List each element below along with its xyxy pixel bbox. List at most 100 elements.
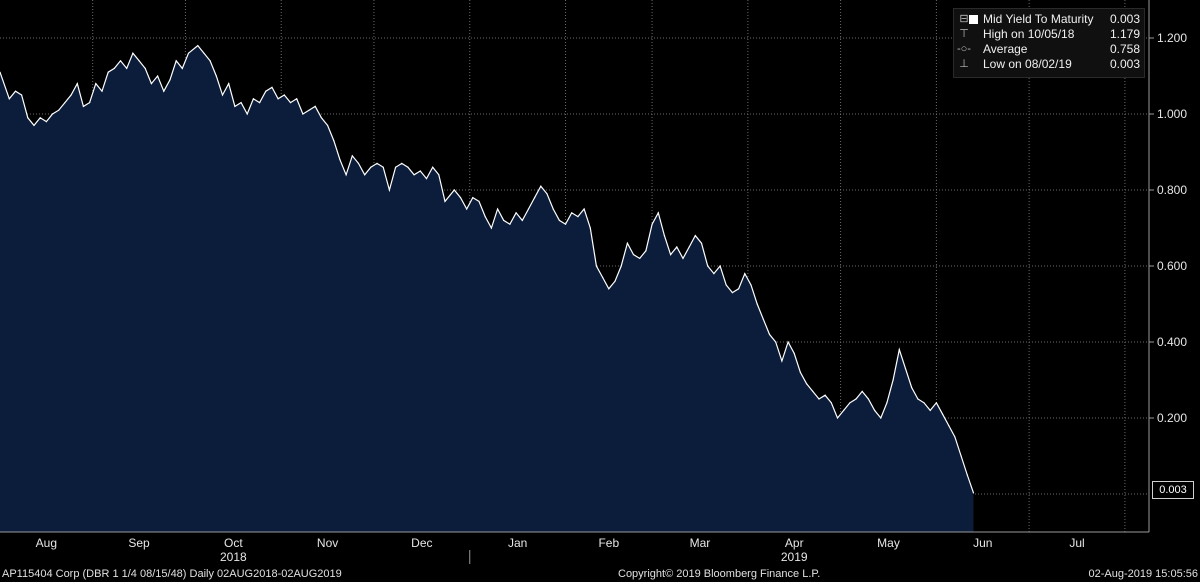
data-point [707,265,709,267]
data-point [694,235,696,237]
data-point [676,246,678,248]
data-point [364,174,366,176]
data-point [132,52,134,54]
x-tick-label: Dec [411,536,432,550]
legend-series[interactable]: ⊟ Mid Yield To Maturity 0.003 [954,12,1144,27]
data-point [302,113,304,115]
x-tick-label: Mar [690,536,711,550]
data-point [762,318,764,320]
legend-high-label: High on 10/05/18 [983,27,1075,41]
data-point [787,341,789,343]
data-point [466,208,468,210]
x-tick-label: Jul [1069,536,1084,550]
data-point [0,71,1,73]
data-point [394,166,397,168]
data-point [960,455,962,457]
legend-average-value: 0.758 [1109,42,1140,56]
low-marker-icon: ⊥ [959,58,969,70]
data-point [351,155,353,157]
data-point [326,124,329,126]
data-point [95,83,97,85]
data-point [388,189,390,191]
data-point [540,185,542,187]
series-swatch [969,15,978,24]
data-point [157,75,159,77]
data-point [917,398,919,400]
data-point [144,67,146,69]
data-point [750,284,752,286]
x-axis-ticks: Aug Sep Oct Nov Dec Jan Feb Mar Apr May Jun Jul 2018… [36,536,1085,564]
x-tick-label: Oct [224,536,243,550]
data-point [639,257,641,259]
data-point [33,124,35,126]
data-point [283,94,285,96]
year-label: 2018 [220,550,247,564]
data-point [873,409,876,411]
data-point [923,402,925,404]
data-point [503,219,505,221]
data-point [203,52,205,54]
data-point [546,193,548,195]
year-label: 2019 [781,550,808,564]
y-tick-label: 0.600 [1157,259,1187,273]
legend-series-value: 0.003 [1109,12,1140,26]
data-point [768,333,771,335]
high-marker-icon: ⊤ [959,28,969,40]
series-area [0,45,974,532]
data-point [432,166,434,168]
data-point [221,94,224,96]
data-point [258,102,261,104]
data-point [880,417,882,419]
x-tick-label: Sep [128,536,150,550]
collapse-icon[interactable]: ⊟ [959,13,969,25]
data-point [626,242,628,244]
data-point [39,117,41,119]
data-point [954,436,956,438]
data-point [509,223,511,225]
data-point [602,276,604,278]
data-point [571,212,573,214]
footer-copyright: Copyright© 2019 Bloomberg Finance L.P. [618,568,821,580]
data-point [484,216,486,218]
data-point [240,102,242,104]
y-tick-label: 1.000 [1157,107,1187,121]
data-point [812,390,814,392]
data-point [719,265,721,267]
data-point [209,60,211,62]
data-point [515,212,517,214]
data-point [453,189,455,191]
data-point [169,79,171,81]
x-tick-label: May [877,536,900,550]
x-tick-label: Feb [598,536,619,550]
data-point [725,284,727,286]
data-point [688,246,690,248]
data-point [289,102,292,104]
data-point [898,349,900,351]
data-point [113,67,115,69]
data-point [175,60,177,62]
data-point [941,413,944,415]
legend-high-value: 1.179 [1109,27,1140,41]
y-tick-label: 0.800 [1157,183,1187,197]
data-point [252,98,255,100]
data-point [775,341,777,343]
data-point [892,379,894,381]
data-point [904,368,907,370]
data-point [197,45,199,47]
data-point [614,280,616,282]
x-tick-label: Nov [317,536,338,550]
data-point [107,71,109,73]
data-point [558,219,560,221]
x-tick-label: Jun [973,536,992,550]
data-point [8,98,10,100]
legend-high: ⊤ High on 10/05/18 1.179 [954,27,1144,42]
data-point [407,166,409,168]
data-point [277,98,279,100]
data-point [929,409,931,411]
legend-average: -○- Average 0.758 [954,42,1144,57]
data-point [657,212,659,214]
data-point [663,235,666,237]
legend-low-label: Low on 08/02/19 [983,57,1072,71]
data-point [651,223,653,225]
data-point [595,265,598,267]
